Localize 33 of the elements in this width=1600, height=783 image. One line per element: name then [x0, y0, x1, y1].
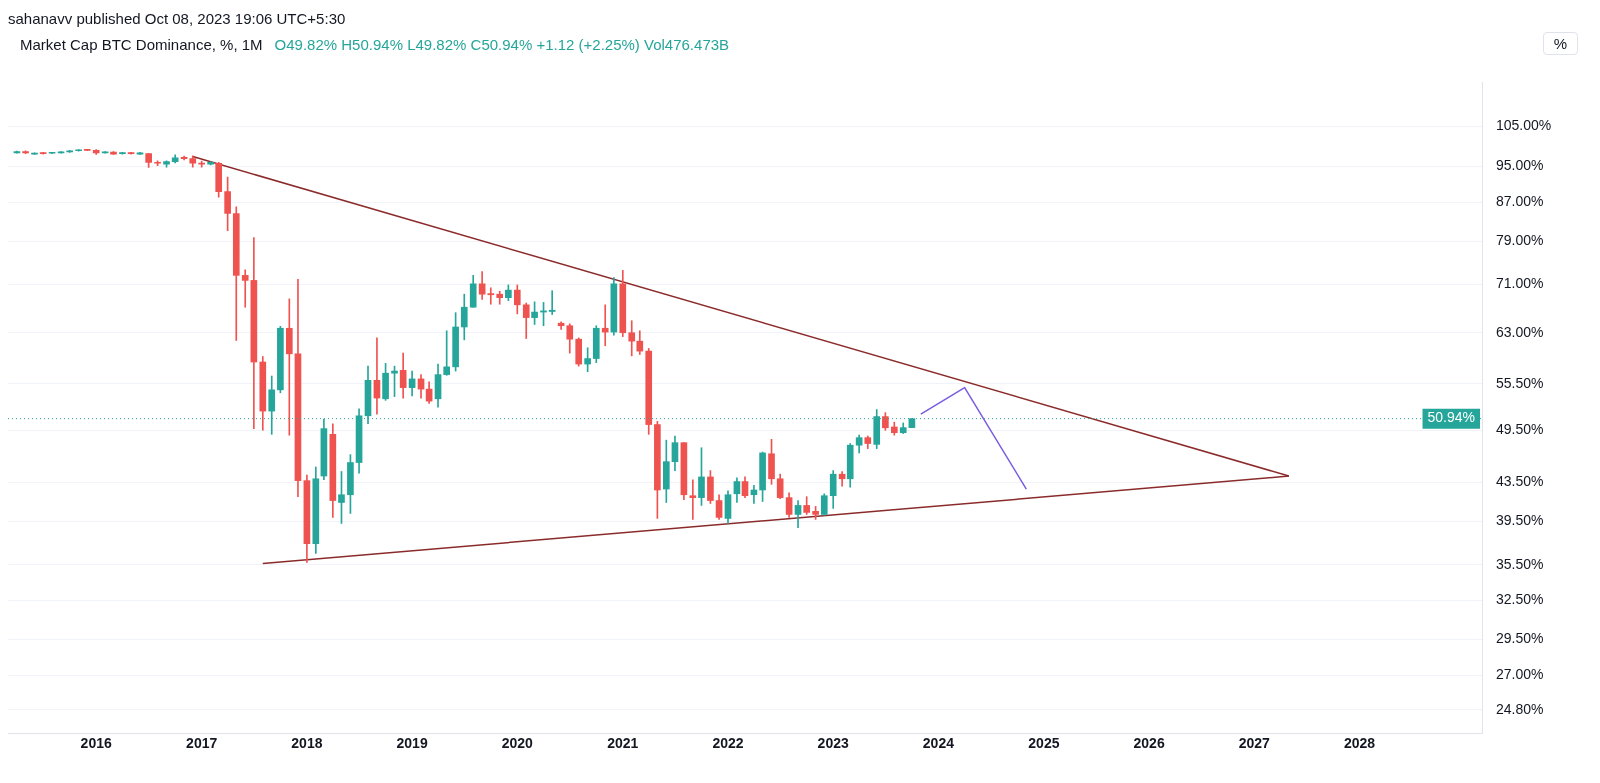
- y-tick-label: 27.00%: [1496, 666, 1544, 683]
- y-tick-label: 71.00%: [1496, 275, 1544, 292]
- x-tick-label: 2017: [186, 735, 218, 752]
- y-tick-label: 79.00%: [1496, 232, 1544, 249]
- x-tick-label: 2027: [1238, 735, 1271, 752]
- x-tick-label: 2025: [1028, 735, 1060, 752]
- y-tick-label: 24.80%: [1496, 700, 1544, 717]
- x-tick-label: 2022: [712, 735, 744, 752]
- y-tick-label: 95.00%: [1496, 157, 1544, 174]
- x-tick-label: 2023: [817, 735, 849, 752]
- chart-subtitle: O49.82% H50.94% L49.82% C50.94% +1.12 (+2.25%) Vol476.473B: [274, 35, 730, 55]
- y-tick-label: 87.00%: [1496, 193, 1544, 210]
- y-tick-label: 55.50%: [1496, 374, 1544, 391]
- x-tick-label: 2024: [922, 735, 955, 752]
- x-tick-label: 2026: [1133, 735, 1165, 752]
- y-tick-label: 63.00%: [1496, 323, 1544, 340]
- x-tick-label: 2028: [1343, 735, 1376, 752]
- y-tick-label: 39.50%: [1496, 512, 1544, 529]
- chart-title: Market Cap BTC Dominance, %, 1M: [20, 35, 263, 55]
- y-axis-title: %: [1542, 32, 1578, 55]
- y-tick-label: 105.00%: [1496, 117, 1552, 134]
- y-tick-label: 32.50%: [1496, 591, 1544, 608]
- x-tick-label: 2020: [501, 735, 534, 752]
- x-tick-label: 2018: [291, 735, 323, 752]
- y-tick-label: 43.50%: [1496, 473, 1544, 490]
- text: sahanavv published Oct 08, 2023 19:06 UTC+5:30: [8, 9, 347, 29]
- y-tick-label: 49.50%: [1496, 421, 1544, 438]
- y-tick-label: 29.50%: [1496, 630, 1544, 647]
- x-tick-label: 2019: [396, 735, 428, 752]
- x-tick-label: 2021: [607, 735, 639, 752]
- y-tick-label: 35.50%: [1496, 555, 1544, 572]
- ref-line-label: 50.94%: [1427, 409, 1475, 426]
- x-tick-label: 2016: [80, 735, 112, 752]
